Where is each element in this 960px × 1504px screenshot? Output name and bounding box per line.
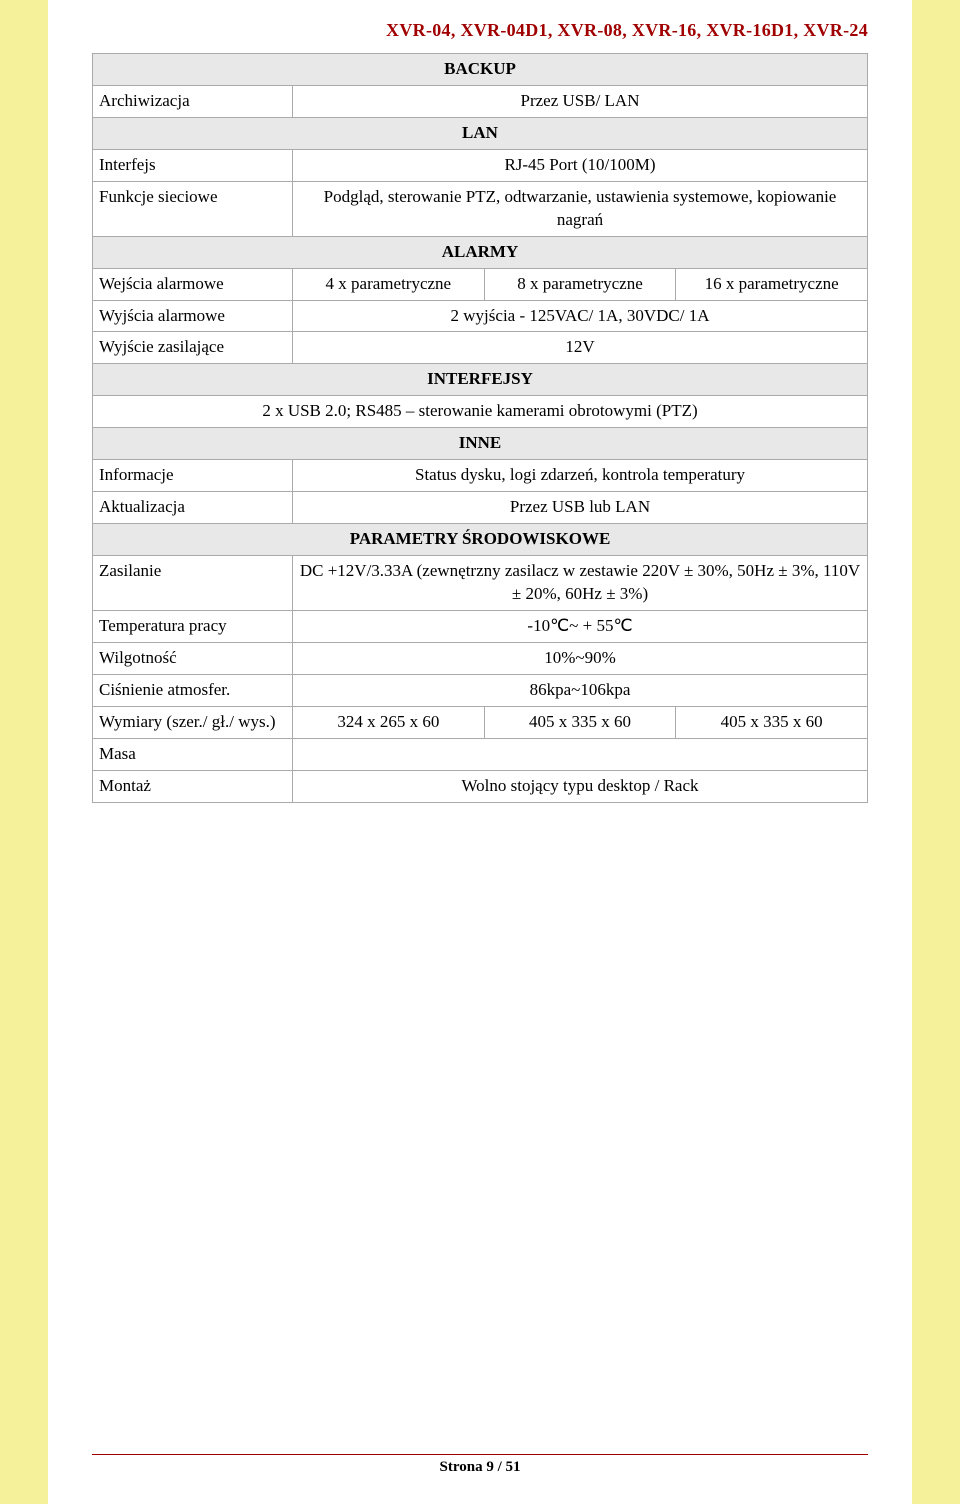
row-archiwizacja-label: Archiwizacja	[93, 85, 293, 117]
page: XVR-04, XVR-04D1, XVR-08, XVR-16, XVR-16…	[48, 0, 912, 1504]
row-montaz-label: Montaż	[93, 770, 293, 802]
row-wejscia-c3: 16 x parametryczne	[676, 268, 868, 300]
row-montaz-value: Wolno stojący typu desktop / Rack	[293, 770, 868, 802]
section-interfejsy: INTERFEJSY	[93, 364, 868, 396]
row-wymiary-c3: 405 x 335 x 60	[676, 706, 868, 738]
row-wymiary-c1: 324 x 265 x 60	[293, 706, 485, 738]
row-wejscia-c1: 4 x parametryczne	[293, 268, 485, 300]
row-aktualizacja-value: Przez USB lub LAN	[293, 492, 868, 524]
row-interfejs-label: Interfejs	[93, 149, 293, 181]
row-wymiary-c2: 405 x 335 x 60	[484, 706, 676, 738]
section-inne: INNE	[93, 428, 868, 460]
row-masa-label: Masa	[93, 738, 293, 770]
row-archiwizacja-value: Przez USB/ LAN	[293, 85, 868, 117]
row-interfejs-value: RJ-45 Port (10/100M)	[293, 149, 868, 181]
row-wyjscia-label: Wyjścia alarmowe	[93, 300, 293, 332]
row-wejscia-label: Wejścia alarmowe	[93, 268, 293, 300]
row-zasilajace-value: 12V	[293, 332, 868, 364]
row-funkcje-label: Funkcje sieciowe	[93, 181, 293, 236]
row-zasilanie-value: DC +12V/3.33A (zewnętrzny zasilacz w zes…	[293, 556, 868, 611]
row-informacje-value: Status dysku, logi zdarzeń, kontrola tem…	[293, 460, 868, 492]
row-temperatura-label: Temperatura pracy	[93, 610, 293, 642]
row-temperatura-value: -10℃~ + 55℃	[293, 610, 868, 642]
row-usb-rs485: 2 x USB 2.0; RS485 – sterowanie kamerami…	[93, 396, 868, 428]
row-funkcje-value: Podgląd, sterowanie PTZ, odtwarzanie, us…	[293, 181, 868, 236]
section-backup: BACKUP	[93, 54, 868, 86]
spec-table: BACKUP Archiwizacja Przez USB/ LAN LAN I…	[92, 53, 868, 803]
document-header: XVR-04, XVR-04D1, XVR-08, XVR-16, XVR-16…	[92, 20, 868, 41]
row-masa-value	[293, 738, 868, 770]
section-parametry: PARAMETRY ŚRODOWISKOWE	[93, 524, 868, 556]
row-informacje-label: Informacje	[93, 460, 293, 492]
row-wilgotnosc-value: 10%~90%	[293, 642, 868, 674]
row-cisnienie-value: 86kpa~106kpa	[293, 674, 868, 706]
row-wilgotnosc-label: Wilgotność	[93, 642, 293, 674]
content-area: XVR-04, XVR-04D1, XVR-08, XVR-16, XVR-16…	[48, 0, 912, 803]
row-aktualizacja-label: Aktualizacja	[93, 492, 293, 524]
page-footer: Strona 9 / 51	[48, 1454, 912, 1476]
section-alarmy: ALARMY	[93, 236, 868, 268]
page-number: Strona 9 / 51	[48, 1459, 912, 1476]
row-wejscia-c2: 8 x parametryczne	[484, 268, 676, 300]
row-zasilajace-label: Wyjście zasilające	[93, 332, 293, 364]
row-wyjscia-value: 2 wyjścia - 125VAC/ 1A, 30VDC/ 1A	[293, 300, 868, 332]
row-zasilanie-label: Zasilanie	[93, 556, 293, 611]
row-cisnienie-label: Ciśnienie atmosfer.	[93, 674, 293, 706]
footer-rule	[92, 1454, 868, 1455]
row-wymiary-label: Wymiary (szer./ gł./ wys.)	[93, 706, 293, 738]
section-lan: LAN	[93, 117, 868, 149]
